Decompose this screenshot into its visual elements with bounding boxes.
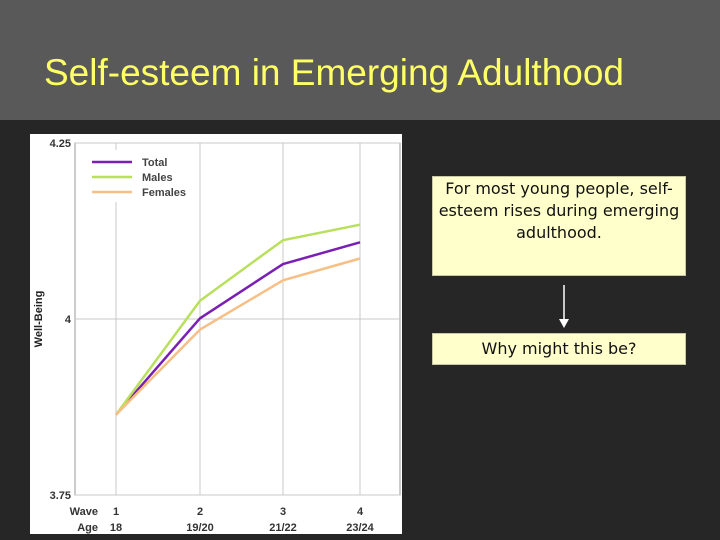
title-bar: Self-esteem in Emerging Adulthood (0, 0, 720, 120)
series-lines (114, 223, 361, 416)
y-axis-label: Well-Being (33, 291, 45, 348)
legend-label-females: Females (142, 187, 186, 199)
chart-panel: 3.75 4 4.25 Well-Being Wave Age 1 2 3 4 18 19/20 21/… (30, 134, 402, 534)
slide-title: Self-esteem in Emerging Adulthood (44, 52, 625, 93)
callout-question: Why might this be? (432, 333, 686, 365)
series-line-females (115, 257, 361, 416)
legend: Total Males Females (83, 150, 193, 202)
x-tick-label-wave: 3 (280, 506, 286, 518)
x-tick-label-age: 23/24 (346, 522, 374, 534)
x-tick-label-wave: 1 (113, 506, 119, 518)
x-row-label-wave: Wave (70, 506, 98, 518)
grid (74, 142, 401, 496)
y-tick-label: 4.25 (50, 138, 71, 150)
x-tick-label-age: 18 (110, 522, 122, 534)
down-arrow-icon (559, 285, 569, 328)
axes: 3.75 4 4.25 Well-Being Wave Age 1 2 3 4 18 19/20 21/… (33, 138, 375, 534)
x-row-label-age: Age (77, 522, 98, 534)
line-chart: 3.75 4 4.25 Well-Being Wave Age 1 2 3 4 18 19/20 21/… (33, 138, 401, 534)
legend-label-males: Males (142, 172, 173, 184)
x-tick-label-wave: 4 (357, 506, 364, 518)
series-line-total (115, 241, 361, 416)
legend-label-total: Total (142, 157, 167, 169)
callout-main: For most young people, self-esteem rises… (432, 176, 686, 276)
x-tick-label-wave: 2 (197, 506, 203, 518)
x-tick-label-age: 21/22 (269, 522, 297, 534)
x-tick-label-age: 19/20 (186, 522, 214, 534)
y-tick-label: 3.75 (50, 490, 71, 502)
y-tick-label: 4 (65, 314, 72, 326)
series-line-males (114, 223, 361, 416)
